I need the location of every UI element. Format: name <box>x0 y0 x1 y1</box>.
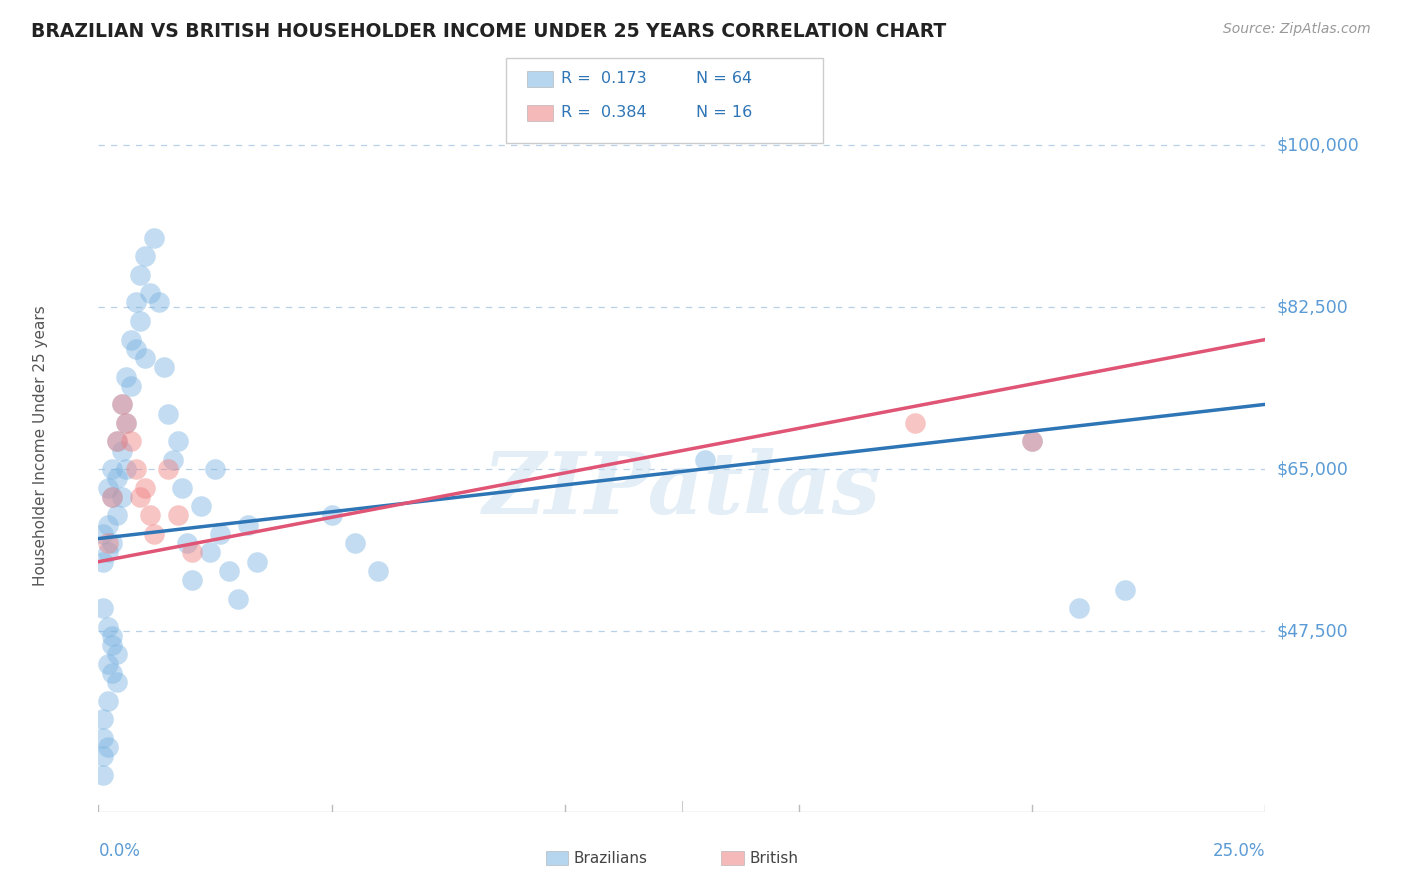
Point <box>695 453 717 467</box>
Point <box>134 481 156 495</box>
Text: 25.0%: 25.0% <box>1213 842 1265 860</box>
Point <box>97 693 120 707</box>
Point <box>344 536 367 550</box>
Point <box>97 619 120 633</box>
Point <box>143 230 166 244</box>
Point <box>143 527 166 541</box>
Text: $47,500: $47,500 <box>1277 623 1348 640</box>
Point <box>125 342 148 356</box>
Point <box>97 657 120 671</box>
Text: Householder Income Under 25 years: Householder Income Under 25 years <box>32 306 48 586</box>
Point <box>236 517 259 532</box>
Point <box>125 295 148 310</box>
Point <box>111 443 134 458</box>
Point <box>105 434 128 449</box>
Point <box>172 481 194 495</box>
Point <box>97 481 120 495</box>
Point <box>97 739 120 754</box>
Point <box>97 545 120 559</box>
Point <box>176 536 198 550</box>
Point <box>91 767 114 781</box>
Point <box>91 749 114 764</box>
Point <box>105 508 128 523</box>
Point <box>157 407 180 421</box>
Point <box>91 555 114 569</box>
Point <box>115 462 138 476</box>
Point <box>97 536 120 550</box>
Text: ZIPatlas: ZIPatlas <box>482 448 882 532</box>
Point <box>200 545 222 559</box>
Text: Brazilians: Brazilians <box>574 851 648 865</box>
Point <box>180 574 202 588</box>
Point <box>120 434 142 449</box>
Text: Source: ZipAtlas.com: Source: ZipAtlas.com <box>1223 22 1371 37</box>
Point <box>115 369 138 384</box>
Point <box>101 665 124 680</box>
Point <box>105 434 128 449</box>
Point <box>105 471 128 485</box>
Text: R =  0.173: R = 0.173 <box>561 71 647 86</box>
Point <box>152 360 174 375</box>
Point <box>367 564 389 578</box>
Point <box>129 314 152 328</box>
Point <box>321 508 343 523</box>
Point <box>129 268 152 282</box>
Point <box>134 351 156 365</box>
Point <box>166 434 188 449</box>
Text: British: British <box>749 851 799 865</box>
Point <box>111 490 134 504</box>
Point <box>190 499 212 513</box>
Point <box>101 462 124 476</box>
Point <box>157 462 180 476</box>
Point <box>101 638 124 652</box>
Text: BRAZILIAN VS BRITISH HOUSEHOLDER INCOME UNDER 25 YEARS CORRELATION CHART: BRAZILIAN VS BRITISH HOUSEHOLDER INCOME … <box>31 22 946 41</box>
Text: N = 64: N = 64 <box>696 71 752 86</box>
Point <box>218 564 240 578</box>
Point <box>228 591 250 606</box>
Point <box>111 397 134 411</box>
Point <box>162 453 184 467</box>
Point <box>904 416 927 430</box>
Point <box>91 601 114 615</box>
Point <box>101 490 124 504</box>
Text: 0.0%: 0.0% <box>98 842 141 860</box>
Point <box>166 508 188 523</box>
Point <box>246 555 269 569</box>
Point <box>91 712 114 726</box>
Point <box>97 517 120 532</box>
Point <box>134 249 156 263</box>
Point <box>1021 434 1043 449</box>
Point <box>125 462 148 476</box>
Point <box>208 527 231 541</box>
Point <box>1021 434 1043 449</box>
Point <box>115 416 138 430</box>
Text: $65,000: $65,000 <box>1277 460 1348 478</box>
Point <box>105 675 128 690</box>
Point <box>120 379 142 393</box>
Point <box>139 508 162 523</box>
Text: N = 16: N = 16 <box>696 105 752 120</box>
Point <box>111 397 134 411</box>
Point <box>91 731 114 745</box>
Point <box>101 536 124 550</box>
Point <box>180 545 202 559</box>
Point <box>139 286 162 301</box>
Point <box>101 490 124 504</box>
Point <box>204 462 226 476</box>
Point <box>1067 601 1090 615</box>
Point <box>105 648 128 662</box>
Point <box>148 295 170 310</box>
Text: R =  0.384: R = 0.384 <box>561 105 647 120</box>
Point <box>91 527 114 541</box>
Text: $82,500: $82,500 <box>1277 298 1348 316</box>
Point <box>120 333 142 347</box>
Point <box>115 416 138 430</box>
Point <box>129 490 152 504</box>
Point <box>101 629 124 643</box>
Text: $100,000: $100,000 <box>1277 136 1360 154</box>
Point <box>1114 582 1136 597</box>
